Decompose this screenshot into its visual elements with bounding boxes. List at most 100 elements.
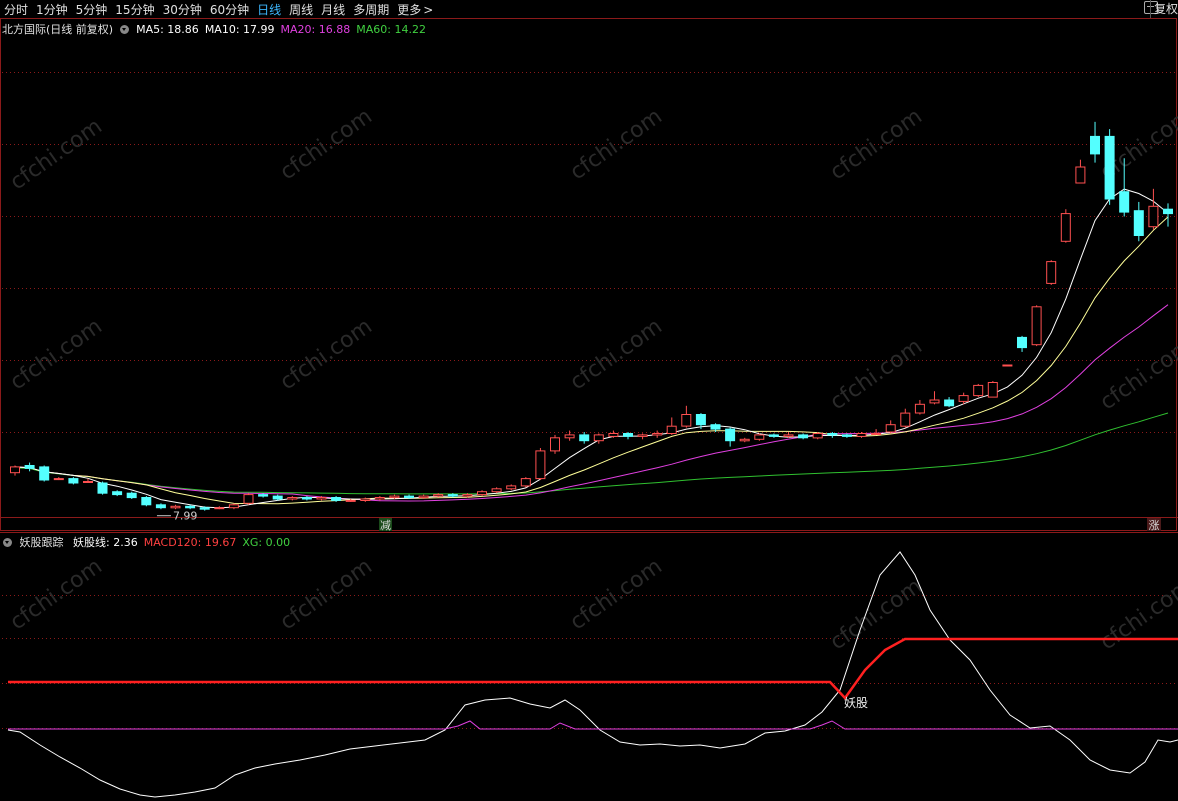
candle-body [637,434,648,437]
marker-right: 涨 [1149,519,1160,532]
candle-body [739,438,750,442]
marker-box-left [379,518,392,531]
candle-body [491,488,502,493]
candle-body [316,497,327,500]
candle-body [199,507,210,510]
tab-period[interactable]: 15分钟 [115,3,155,17]
candle-body [112,491,123,496]
indicator-label: 妖股线: 2.36 [73,536,138,549]
dropdown-icon[interactable] [119,25,129,34]
candle-body [287,497,298,500]
fq-button[interactable]: 复权 [1150,0,1178,18]
candle-body [228,504,239,509]
candle-body [360,498,371,501]
candle-body [258,494,269,497]
signal-label: 妖股 [844,696,868,710]
ma-label: MA10: 17.99 [204,23,275,36]
tab-period[interactable]: 30分钟 [162,3,202,17]
main-panel-header: 北方国际(日线 前复权) MA5: 18.86 MA10: 17.99 MA20: … [2,21,432,37]
watermark-text: cfchi.com [1096,574,1178,655]
indicator-label: MACD120: 19.67 [143,536,237,549]
candle-body [68,478,79,484]
tab-period[interactable]: 多周期 [353,3,390,17]
candle-body [374,497,385,500]
candle-body [550,437,560,452]
candle-body [929,399,940,404]
tab-period[interactable]: 日线 [257,3,282,17]
candle-body [418,495,429,499]
tab-period[interactable]: 周线 [289,3,314,17]
watermark-text: cfchi.com [826,574,927,655]
tab-period[interactable]: 1分钟 [36,3,68,17]
candle-body [695,414,706,426]
candle-body [83,481,93,483]
ma60-line [14,412,1169,495]
tab-period[interactable]: 60分钟 [209,3,250,17]
candle-body [1163,208,1173,215]
candle-body [447,494,458,497]
candle-body [1031,306,1042,346]
candle-body [958,395,969,402]
ma10-line [14,216,1169,505]
dropdown-icon[interactable] [3,538,12,547]
candle-body [1002,364,1013,367]
sub-panel-title: 妖股跟踪 [19,536,64,549]
candle-body [579,434,590,442]
candle-body [185,505,196,509]
ma20-line [14,304,1169,502]
ma5-line [14,188,1169,509]
ma-label: MA20: 16.88 [280,23,351,36]
low-price-label: 7.99 [173,510,198,523]
watermark-text: cfchi.com [6,314,107,395]
candle-body [812,433,823,439]
candle-body [10,466,20,474]
watermark-text: cfchi.com [6,114,107,195]
candle-body [1133,210,1144,236]
candle-body [914,403,925,414]
candle-body [725,428,736,442]
candle-body [608,433,619,437]
watermark-text: cfchi.com [566,314,667,395]
candle-body [97,482,108,494]
indicator-label: XG: 0.00 [242,536,291,549]
tab-period[interactable]: 月线 [321,3,346,17]
candle-body [389,495,400,499]
candle-body [681,414,692,427]
marker-box-right [1147,518,1161,531]
period-tabs: 分时 1分钟 5分钟 15分钟 30分钟 60分钟 日线 周线 月线 多周期 更多 > [4,1,441,18]
candle-body [155,504,166,509]
watermark-text: cfchi.com [1096,334,1178,415]
watermark-text: cfchi.com [276,314,377,395]
candle-body [987,382,998,398]
chevron-right-icon: > [423,3,434,17]
candle-body [754,434,765,440]
candle-body [24,465,35,469]
candle-body [564,434,575,439]
ma-label: MA60: 14.22 [356,23,426,36]
yao-line [7,551,1178,798]
tab-period[interactable]: 更多 > [397,3,434,17]
candle-body [798,434,809,439]
main-panel-title: 北方国际(日线 前复权) [2,23,114,36]
candle-body [141,497,152,506]
candle-body [1060,213,1071,242]
watermark-text: cfchi.com [276,104,377,185]
candle-body [710,424,721,430]
candle-body [535,450,546,480]
tab-period[interactable]: 分时 [4,3,29,17]
tab-period[interactable]: 5分钟 [75,3,108,17]
candle-body [827,433,838,436]
candle-body [272,495,283,500]
candle-body [841,434,852,437]
candle-body [856,433,867,437]
candle-body [623,433,633,437]
watermark-text: cfchi.com [566,554,667,635]
watermark-text: cfchi.com [826,104,927,185]
main-panel-frame [0,18,1177,531]
candle-body [1104,135,1115,200]
candle-body [973,384,984,397]
watermark-text: cfchi.com [566,104,667,185]
candle-body [1119,191,1130,213]
candle-body [768,434,779,437]
